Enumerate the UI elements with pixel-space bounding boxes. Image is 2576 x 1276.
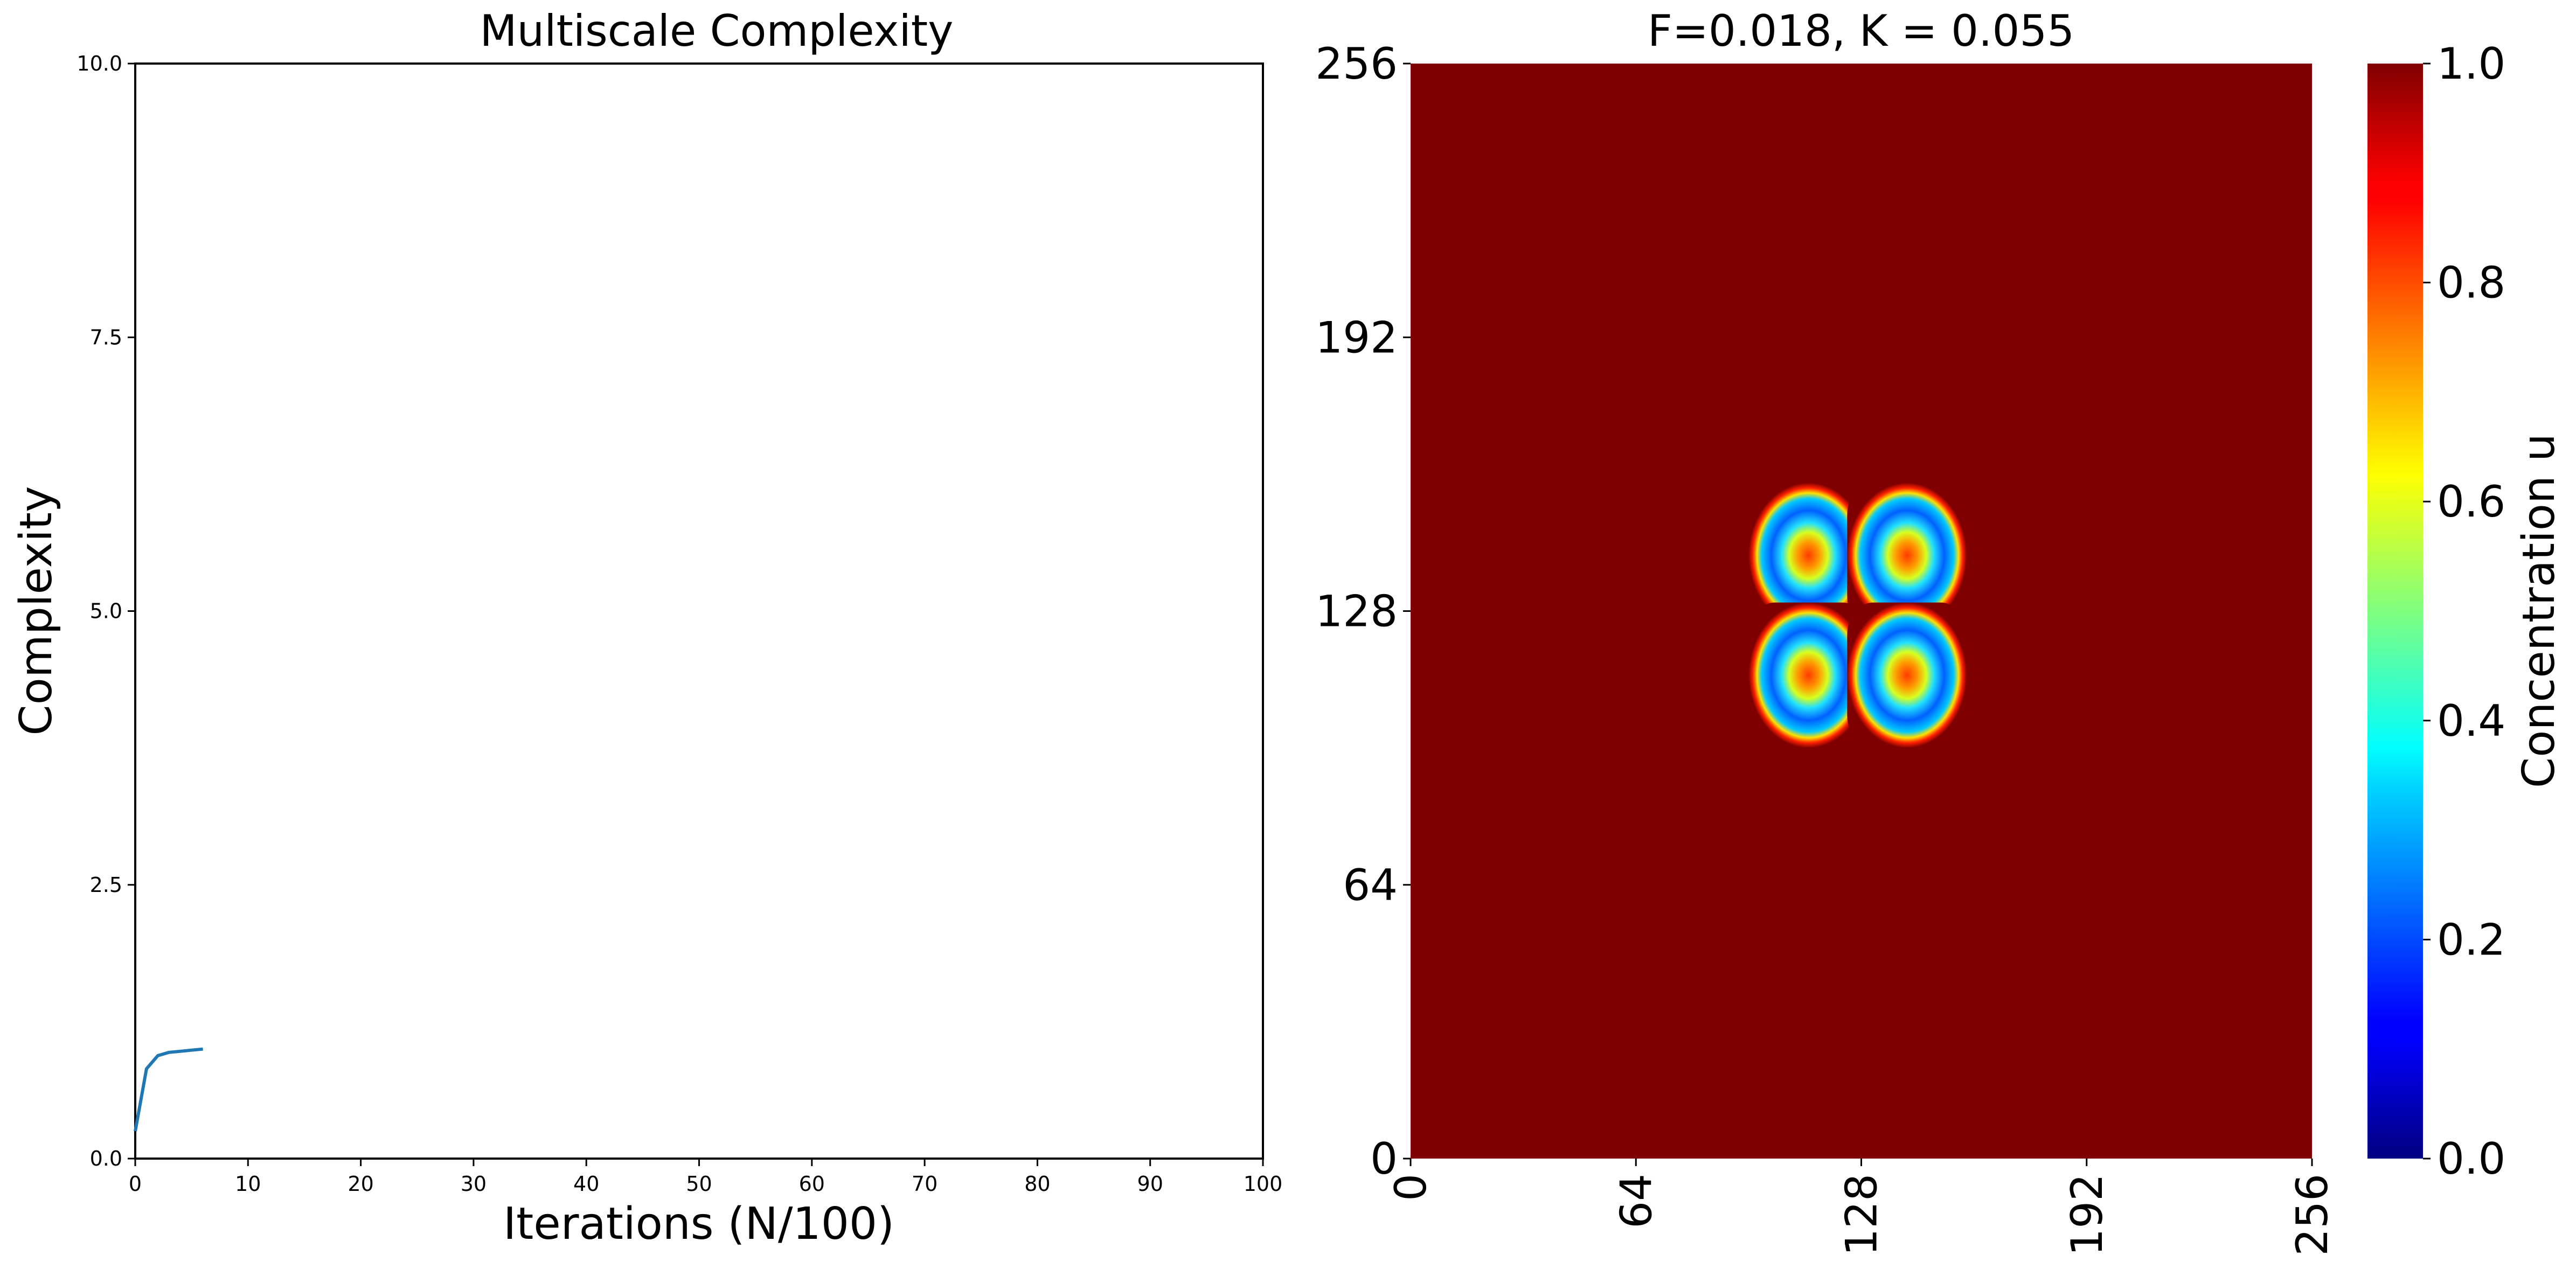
heatmap-y-tick-label: 192 [1315, 312, 1398, 362]
heatmap-x-tick-label: 64 [1611, 1174, 1661, 1229]
line-x-tick-label: 80 [1024, 1172, 1050, 1196]
line-x-tick-label: 0 [129, 1172, 142, 1196]
line-x-tick-label: 40 [573, 1172, 599, 1196]
heatmap-chart: F=0.018, K = 0.055 0 64 128 192 256 0 64 128 19… [1315, 6, 2337, 1256]
heatmap-x-ticks: 0 64 128 192 256 [1386, 1159, 2337, 1256]
heatmap-spot [1847, 483, 1967, 629]
colorbar-ticks: 0.0 0.2 0.4 0.6 0.8 1.0 [2423, 39, 2505, 1184]
colorbar-tick-label: 0.6 [2437, 477, 2505, 527]
colorbar-tick-label: 0.4 [2437, 696, 2505, 746]
line-y-tick-label: 2.5 [90, 873, 122, 897]
heatmap-x-tick-label: 0 [1386, 1174, 1436, 1201]
line-chart-title: Multiscale Complexity [480, 6, 954, 56]
heatmap-y-tick-label: 0 [1370, 1134, 1398, 1184]
line-chart-plot-frame [134, 62, 1264, 1160]
heatmap-x-tick-label: 128 [1837, 1174, 1887, 1256]
line-y-tick-label: 0.0 [90, 1147, 122, 1170]
heatmap-spot [1748, 483, 1869, 629]
line-x-tick-label: 50 [686, 1172, 712, 1196]
line-x-tick-label: 30 [461, 1172, 487, 1196]
heatmap-title: F=0.018, K = 0.055 [1648, 6, 2074, 56]
heatmap-y-ticks: 0 64 128 192 256 [1315, 39, 1411, 1184]
colorbar: 0.0 0.2 0.4 0.6 0.8 1.0 Concentration u [2367, 39, 2565, 1184]
line-chart-y-label: Complexity [11, 486, 62, 735]
heatmap-y-tick-label: 128 [1315, 587, 1398, 637]
heatmap-y-tick-label: 256 [1315, 39, 1398, 89]
line-x-tick-label: 70 [912, 1172, 938, 1196]
heatmap-x-tick-label: 256 [2287, 1174, 2337, 1256]
line-y-tick-label: 7.5 [90, 325, 122, 349]
line-x-tick-label: 20 [348, 1172, 373, 1196]
line-chart: Multiscale Complexity 0.0 2.5 5.0 7.5 10.0 0… [11, 6, 1282, 1250]
line-chart-x-ticks: 0 10 20 30 40 50 60 70 80 90 100 [129, 1159, 1282, 1196]
line-y-tick-label: 5.0 [90, 599, 122, 623]
line-x-tick-label: 10 [235, 1172, 261, 1196]
line-y-tick-label: 10.0 [77, 52, 122, 75]
line-chart-y-ticks: 0.0 2.5 5.0 7.5 10.0 [77, 52, 135, 1170]
heatmap-y-tick-label: 64 [1343, 860, 1398, 910]
line-x-tick-label: 90 [1137, 1172, 1163, 1196]
heatmap-x-tick-label: 192 [2062, 1174, 2112, 1256]
line-chart-x-label: Iterations (N/100) [503, 1198, 894, 1250]
line-x-tick-label: 60 [799, 1172, 825, 1196]
line-x-tick-label: 100 [1244, 1172, 1283, 1196]
colorbar-tick-label: 0.8 [2437, 258, 2505, 308]
colorbar-tick-label: 0.0 [2437, 1134, 2505, 1184]
colorbar-tick-label: 1.0 [2437, 39, 2505, 89]
heatmap-spot [1847, 602, 1967, 748]
heatmap-spot [1748, 602, 1869, 748]
colorbar-gradient [2367, 64, 2423, 1159]
colorbar-label: Concentration u [2513, 434, 2565, 788]
colorbar-tick-label: 0.2 [2437, 915, 2505, 965]
heatmap-spots [1748, 483, 1967, 748]
complexity-series-line [134, 1047, 203, 1132]
